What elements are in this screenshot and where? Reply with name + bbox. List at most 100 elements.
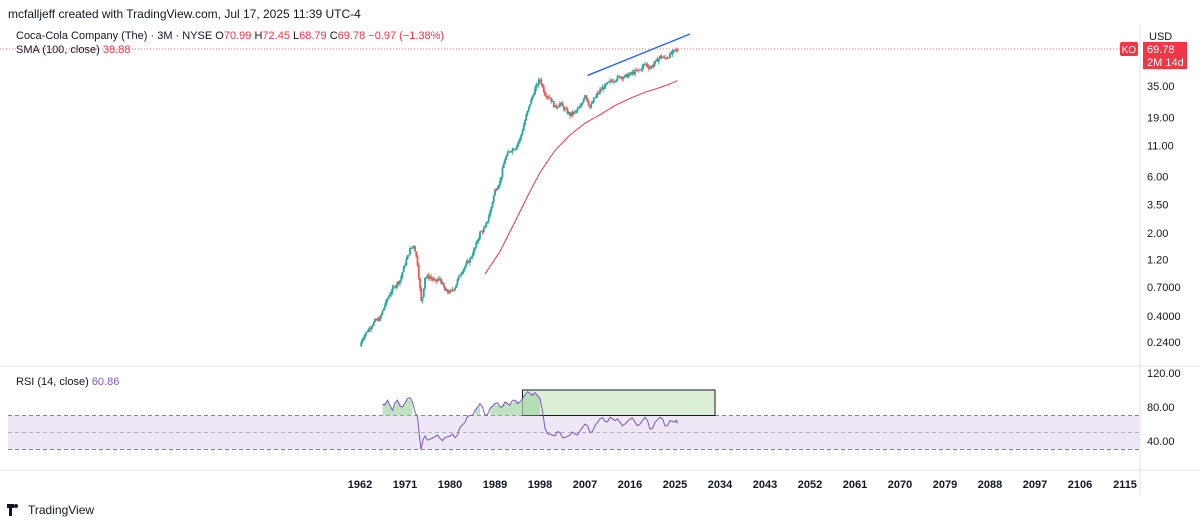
candle-body [535, 84, 538, 89]
candle-body [659, 55, 661, 59]
time-tick-label: 1998 [528, 479, 552, 491]
candle-body [617, 76, 620, 77]
candle-body [609, 80, 611, 82]
candle-body [662, 56, 665, 58]
candle-body [396, 281, 399, 286]
candle-body [474, 247, 476, 250]
candle-body [647, 66, 650, 69]
candle-body [432, 279, 435, 280]
candle-body [439, 278, 441, 280]
time-tick-label: 2070 [888, 479, 912, 491]
candle-body [465, 262, 468, 267]
candle-body [490, 206, 493, 212]
candle-body [517, 141, 520, 144]
candle-body [494, 189, 496, 196]
candle-body [455, 284, 458, 289]
high-value: 72.45 [262, 30, 290, 42]
candle-body [594, 97, 596, 99]
candle-body [454, 288, 456, 291]
candle-body [597, 92, 600, 94]
candle-body [372, 321, 375, 326]
candle-body [627, 74, 630, 78]
candle-body [415, 251, 418, 257]
candle-body [545, 95, 548, 97]
candle-body [639, 69, 641, 71]
candle-body [667, 57, 670, 59]
candle-body [449, 290, 451, 294]
candle-body [632, 72, 635, 75]
price-tick-label: 2.00 [1147, 228, 1168, 240]
candle-body [495, 189, 498, 191]
candle-body [540, 79, 543, 85]
candle-body [566, 109, 569, 114]
candle-body [579, 106, 581, 108]
candle-body [412, 245, 415, 247]
candle-body [471, 254, 474, 258]
open-value: 70.99 [223, 30, 252, 42]
time-tick-label: 1980 [438, 479, 462, 491]
candle-body [676, 49, 679, 52]
last-price-badge [1143, 42, 1187, 56]
candle-body [497, 185, 500, 188]
candle-body [572, 111, 575, 115]
close-value: 69.78 [337, 30, 366, 42]
change-value: −0.97 (−1.38%) [368, 30, 445, 42]
candle-body [419, 278, 421, 289]
rsi-legend: RSI (14, close) 60.86 [16, 376, 119, 388]
candle-body [664, 56, 666, 59]
candle-body [374, 319, 376, 322]
candle-body [379, 316, 381, 321]
candle-body [565, 108, 568, 110]
candle-body [459, 275, 461, 277]
rsi-band [8, 415, 1140, 450]
rsi-tick-label: 40.00 [1147, 436, 1175, 448]
candle-body [537, 79, 540, 86]
ticker-badge [1120, 42, 1138, 56]
candle-body [456, 279, 459, 285]
candle-body [586, 97, 589, 103]
rsi-highlight-box [522, 389, 716, 416]
candle-body [601, 87, 604, 90]
candle-body [646, 64, 649, 67]
candle-body [619, 76, 621, 79]
price-tick-label: 3.50 [1147, 199, 1168, 211]
candle-body [424, 277, 426, 289]
candle-body [516, 143, 519, 148]
candle-body [416, 256, 419, 266]
candle-body [570, 112, 573, 116]
candle-body [536, 84, 539, 86]
candle-body [510, 151, 513, 153]
candle-body [404, 265, 406, 267]
candle-body [501, 167, 504, 177]
candle-body [430, 277, 433, 279]
rsi-overbought-fill [392, 400, 398, 416]
candle-body [642, 64, 645, 66]
candle-body [499, 180, 501, 186]
last-price-value: 69.78 [1147, 44, 1175, 56]
candle-body [500, 176, 503, 181]
candle-body [414, 245, 416, 252]
candle-body [410, 248, 413, 249]
candle-body [441, 282, 444, 284]
candle-body [569, 112, 571, 116]
candle-body [486, 221, 489, 223]
symbol-label: Coca-Cola Company (The) · 3M · NYSE [16, 30, 213, 42]
candle-body [644, 63, 646, 65]
candle-body [660, 55, 663, 58]
candle-body [426, 275, 429, 278]
candle-body [434, 279, 436, 280]
candle-body [397, 281, 400, 284]
candle-body [522, 125, 525, 131]
candle-body [425, 277, 428, 279]
candle-body [487, 216, 490, 222]
candle-body [631, 72, 634, 74]
candle-body [406, 255, 409, 260]
rsi-overbought-fill [475, 403, 480, 416]
candle-body [590, 103, 593, 108]
low-value: 68.79 [299, 30, 327, 42]
time-tick-label: 1989 [483, 479, 507, 491]
close-label: C [329, 30, 338, 42]
candle-body [611, 81, 614, 83]
ticker-badge-label: KO [1122, 45, 1137, 56]
